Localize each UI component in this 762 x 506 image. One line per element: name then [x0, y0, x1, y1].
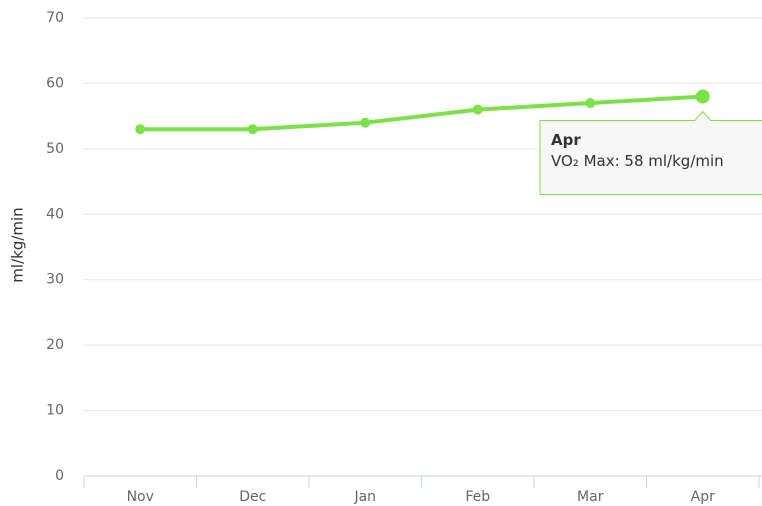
tooltip-box: [539, 110, 762, 196]
x-tick-label: Apr: [691, 489, 715, 505]
y-tick-label: 20: [46, 337, 64, 353]
y-tick-label: 40: [46, 206, 64, 222]
point: [472, 104, 483, 115]
tooltip-title: Apr: [551, 131, 581, 149]
y-tick-label: 10: [46, 403, 64, 419]
x-tick-label: Mar: [577, 489, 604, 505]
y-axis-label: ml/kg/min: [9, 207, 27, 282]
y-tick-label: 60: [46, 75, 64, 91]
point: [585, 98, 596, 109]
x-tick-label: Dec: [239, 489, 266, 505]
series-line: [140, 94, 703, 132]
tooltip: Apr VO₂ Max: 58 ml/kg/min: [539, 110, 762, 196]
point: [695, 89, 710, 104]
x-tick-label: Feb: [465, 489, 490, 505]
y-tick-label: 70: [46, 10, 64, 26]
point: [360, 117, 371, 128]
y-tick-label: 0: [55, 468, 64, 484]
y-tick-label: 50: [46, 141, 64, 157]
tooltip-text: VO₂ Max: 58 ml/kg/min: [551, 152, 724, 170]
y-tick-label: 30: [46, 272, 64, 288]
point: [135, 124, 146, 135]
x-tick-label: Jan: [353, 489, 376, 505]
point: [247, 124, 258, 135]
x-tick-label: Nov: [127, 489, 154, 505]
